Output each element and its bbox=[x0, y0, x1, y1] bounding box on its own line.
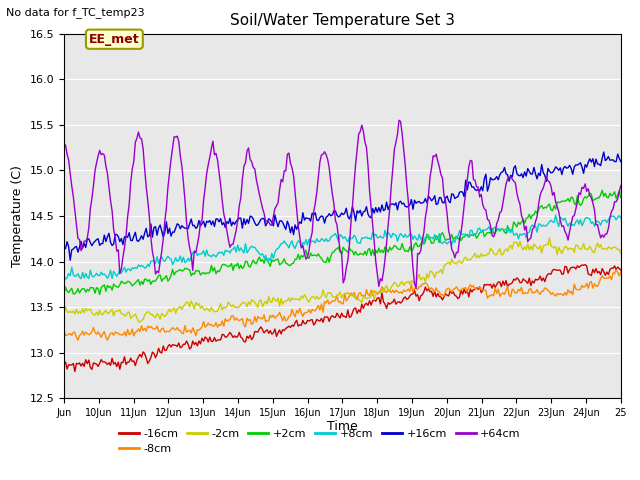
X-axis label: Time: Time bbox=[327, 420, 358, 432]
Y-axis label: Temperature (C): Temperature (C) bbox=[11, 165, 24, 267]
Text: No data for f_TC_temp23: No data for f_TC_temp23 bbox=[6, 7, 145, 18]
Title: Soil/Water Temperature Set 3: Soil/Water Temperature Set 3 bbox=[230, 13, 455, 28]
Legend: -16cm, -8cm, -2cm, +2cm, +8cm, +16cm, +64cm: -16cm, -8cm, -2cm, +2cm, +8cm, +16cm, +6… bbox=[114, 424, 525, 458]
Text: EE_met: EE_met bbox=[89, 33, 140, 46]
